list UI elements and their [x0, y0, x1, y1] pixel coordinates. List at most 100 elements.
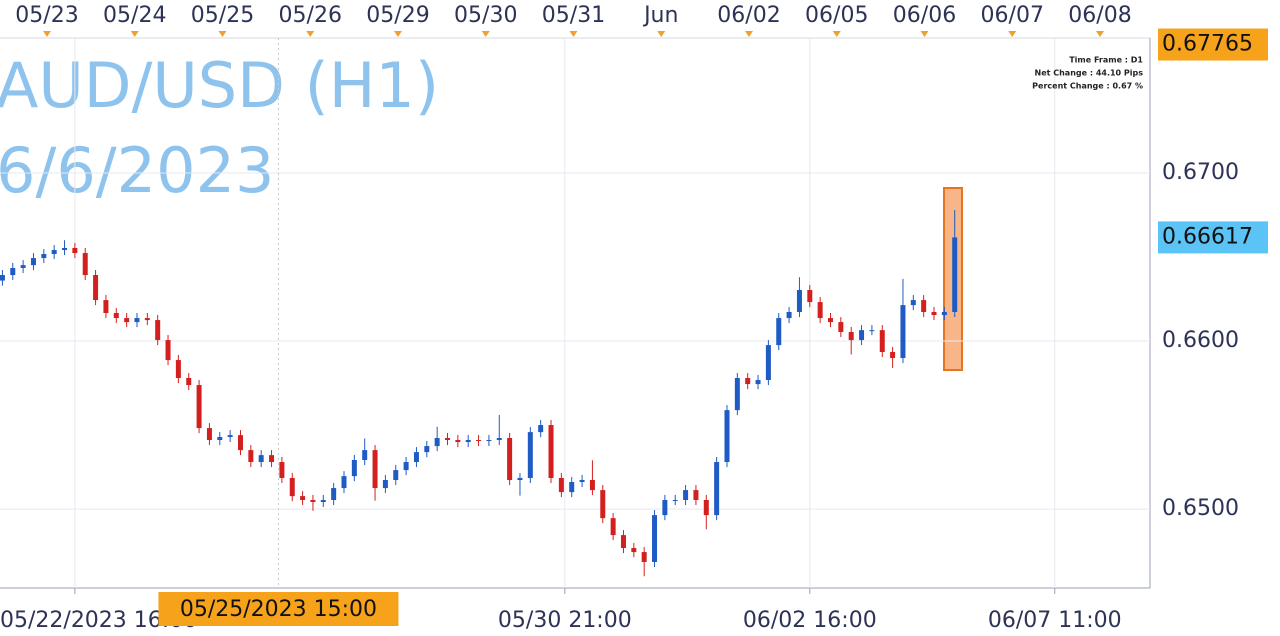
candle-body: [175, 360, 181, 379]
candle-body: [10, 267, 16, 276]
candle-body: [620, 535, 626, 549]
candle-body: [382, 479, 388, 489]
candle-body: [631, 548, 637, 553]
date-marker: [832, 31, 841, 37]
top-date-label: 05/30: [454, 3, 517, 28]
candle-body: [237, 435, 243, 451]
candle-body: [703, 499, 709, 516]
date-marker: [1096, 31, 1104, 37]
candle-body: [786, 311, 792, 319]
date-marker: [481, 31, 490, 37]
top-date-label: 06/08: [1068, 3, 1131, 28]
candle-body: [486, 440, 492, 442]
crosshair-label: 05/25/2023 15:00: [180, 597, 377, 622]
candle-body: [827, 318, 833, 323]
candle-body: [434, 437, 440, 447]
top-date-label: 06/05: [805, 3, 868, 28]
top-date-label: 05/31: [542, 3, 605, 28]
top-date-label: 06/02: [717, 3, 780, 28]
candle-body: [445, 437, 451, 441]
candle-body: [765, 345, 771, 381]
candle-body: [51, 250, 57, 255]
candle-body: [186, 378, 192, 386]
date-marker: [745, 31, 753, 37]
x-tick-label: 06/02 16:00: [743, 608, 877, 633]
candle-body: [724, 410, 730, 463]
candle-body: [41, 254, 47, 259]
candle-body: [258, 455, 264, 463]
date-marker: [43, 31, 51, 37]
candle-body: [683, 490, 689, 500]
price-label-box: [1158, 28, 1268, 61]
candle-body: [217, 436, 223, 441]
top-date-label: 05/25: [191, 3, 254, 28]
candle-body: [910, 300, 916, 306]
candle-body: [103, 300, 109, 314]
candle-body: [496, 437, 502, 441]
y-tick-label: 0.6500: [1162, 496, 1239, 521]
candle-body: [714, 462, 720, 516]
candle-body: [248, 450, 254, 463]
candle-body: [900, 305, 906, 359]
candle-body: [351, 460, 357, 477]
candle-body: [693, 490, 699, 500]
candle-body: [206, 428, 212, 441]
top-date-label: 05/29: [366, 3, 429, 28]
candle-body: [817, 302, 823, 319]
candle-body: [859, 330, 865, 341]
candle-body: [558, 477, 564, 493]
candle-body: [196, 385, 202, 429]
candle-body: [548, 425, 554, 478]
date-marker: [1008, 31, 1017, 37]
candle-body: [62, 247, 68, 251]
candle-body: [372, 450, 378, 489]
candle-body: [320, 499, 326, 503]
candle-body: [165, 340, 171, 361]
candle-body: [82, 253, 88, 276]
date-marker: [218, 31, 227, 37]
top-date-label: 05/26: [279, 3, 342, 28]
candle-body: [848, 331, 854, 341]
candle-body: [641, 552, 647, 562]
candle-body: [403, 462, 409, 471]
candle-body: [72, 247, 78, 254]
date-marker: [306, 31, 315, 37]
candle-body: [879, 330, 885, 352]
candle-body: [921, 300, 927, 312]
candle-body: [20, 265, 26, 268]
top-date-label: Jun: [642, 3, 678, 28]
candle-body: [341, 476, 347, 489]
candle-body: [569, 482, 575, 493]
price-label-box: [1158, 221, 1268, 254]
date-marker: [130, 31, 139, 37]
candle-body: [527, 432, 533, 478]
crosshair-label-box: [158, 592, 399, 626]
candle-body: [93, 275, 99, 301]
candle-body: [600, 490, 606, 519]
candle-body: [144, 318, 150, 321]
candle-body: [890, 351, 896, 359]
candle-body: [279, 462, 285, 478]
info-box: Time Frame : D1 Net Change : 44.10 Pips …: [1032, 56, 1143, 91]
candle-body: [952, 237, 958, 312]
candle-body: [589, 479, 595, 491]
candle-body: [931, 311, 937, 316]
candle-body: [610, 518, 616, 536]
candle-body: [0, 275, 5, 281]
chart-subtitle: 6/6/2023: [0, 134, 274, 207]
candle-body: [113, 313, 119, 319]
candle-body: [734, 378, 740, 411]
x-tick-label: 06/07 11:00: [988, 608, 1122, 633]
candle-body: [869, 330, 875, 332]
candle-body: [310, 499, 316, 503]
candle-body: [227, 435, 233, 437]
date-marker: [394, 31, 402, 37]
candle-body: [745, 378, 751, 385]
candle-body: [124, 318, 130, 323]
candle-body: [269, 455, 275, 463]
candle-body: [476, 440, 482, 442]
top-date-label: 06/07: [981, 3, 1044, 28]
candle-body: [155, 320, 161, 341]
x-tick-label: 05/30 21:00: [498, 608, 632, 633]
info-text: Percent Change : 0.67 %: [1032, 82, 1143, 91]
